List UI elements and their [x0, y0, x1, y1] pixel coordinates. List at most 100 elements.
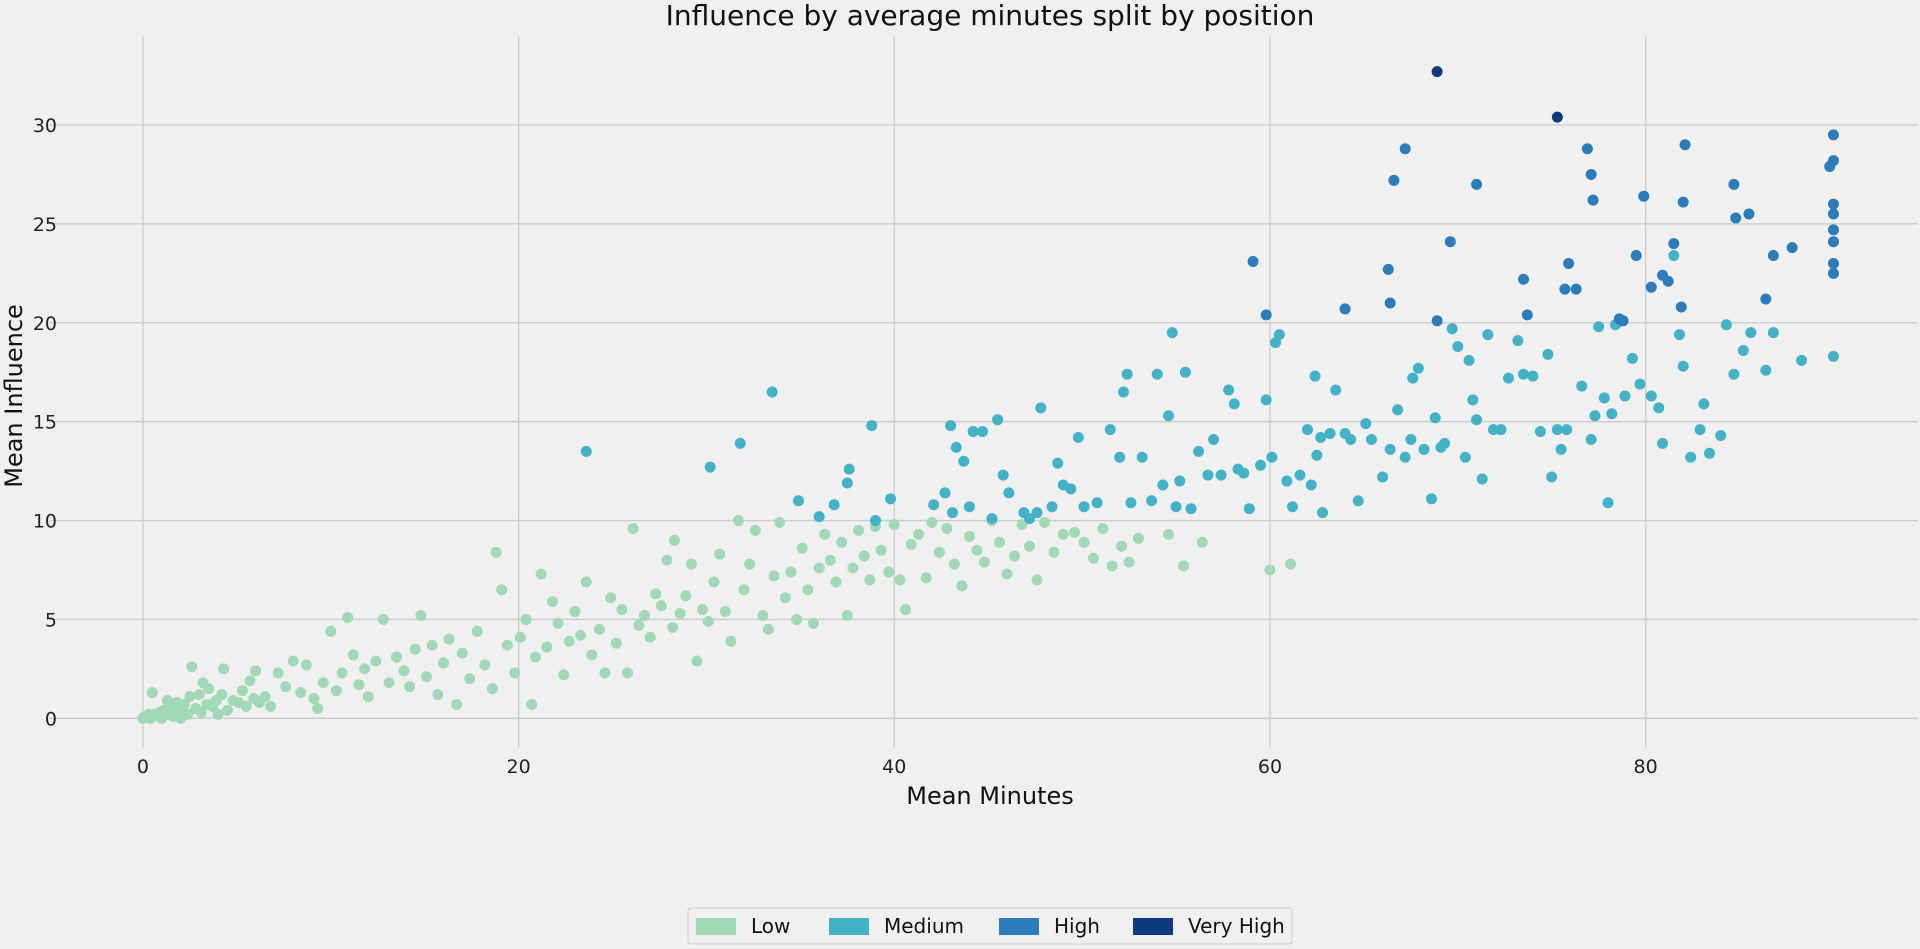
data-point	[813, 511, 825, 523]
data-point	[1266, 451, 1278, 463]
data-point	[1024, 513, 1036, 525]
data-point	[1602, 497, 1614, 509]
data-point	[1345, 433, 1357, 445]
data-point	[312, 702, 324, 714]
data-point	[1827, 267, 1839, 279]
y-tick-label: 15	[33, 412, 57, 434]
data-point	[1471, 414, 1483, 426]
data-point	[993, 536, 1005, 548]
data-point	[1166, 327, 1178, 339]
data-point	[1223, 384, 1235, 396]
data-point	[650, 588, 662, 600]
data-point	[370, 655, 382, 667]
data-point	[1352, 495, 1364, 507]
data-point	[1561, 424, 1573, 436]
data-point	[986, 513, 998, 525]
data-point	[1260, 394, 1272, 406]
chart-title: Influence by average minutes split by po…	[666, 0, 1315, 32]
data-point	[939, 487, 951, 499]
data-point	[1324, 428, 1336, 440]
data-point	[272, 667, 284, 679]
data-point	[1657, 437, 1669, 449]
data-point	[1136, 451, 1148, 463]
data-point	[300, 659, 312, 671]
data-point	[796, 542, 808, 554]
data-point	[1016, 519, 1028, 531]
data-point	[1467, 394, 1479, 406]
data-point	[193, 689, 205, 701]
data-point	[443, 633, 455, 645]
data-point	[1745, 327, 1757, 339]
x-tick-label: 80	[1634, 756, 1658, 778]
data-point	[1487, 424, 1499, 436]
data-point	[1559, 283, 1571, 295]
data-point	[1163, 410, 1175, 422]
axis-ticks: 0 20 40 60 80 0 5 10 15 20 25 30	[33, 115, 1658, 778]
data-point	[1046, 501, 1058, 513]
data-point	[1174, 475, 1186, 487]
data-point	[866, 420, 878, 432]
data-point	[858, 550, 870, 562]
data-point	[1286, 501, 1298, 513]
data-point	[1418, 443, 1430, 455]
data-point	[1001, 568, 1013, 580]
legend-swatch	[1133, 918, 1173, 935]
data-point	[295, 687, 307, 699]
data-point	[708, 576, 720, 588]
data-point	[1052, 457, 1064, 469]
data-point	[1743, 208, 1755, 220]
data-point	[1057, 528, 1069, 540]
data-point	[1737, 344, 1749, 356]
data-point	[526, 698, 538, 710]
data-point	[610, 637, 622, 649]
data-point	[464, 673, 476, 685]
data-point	[978, 556, 990, 568]
data-point	[1581, 143, 1593, 155]
data-point	[1630, 250, 1642, 262]
data-point	[843, 463, 855, 475]
data-point	[1384, 297, 1396, 309]
data-point	[409, 643, 421, 655]
data-point	[287, 655, 299, 667]
data-point	[661, 554, 673, 566]
data-point	[353, 679, 365, 691]
data-point	[888, 519, 900, 531]
data-point	[1619, 390, 1631, 402]
data-point	[541, 641, 553, 653]
data-point	[1429, 412, 1441, 424]
data-point	[702, 615, 714, 627]
data-points	[137, 66, 1839, 724]
data-point	[1157, 479, 1169, 491]
data-point	[1587, 194, 1599, 206]
data-point	[1024, 540, 1036, 552]
data-point	[451, 698, 463, 710]
series-medium	[580, 250, 1839, 527]
data-point	[1576, 380, 1588, 392]
data-point	[1311, 449, 1323, 461]
data-point	[853, 524, 865, 536]
data-point	[875, 544, 887, 556]
data-point	[1698, 398, 1710, 410]
data-point	[391, 651, 403, 663]
legend-label: Very High	[1188, 914, 1285, 938]
data-point	[1384, 443, 1396, 455]
data-point	[1452, 341, 1464, 353]
data-point	[791, 613, 803, 625]
data-point	[1305, 479, 1317, 491]
data-point	[792, 495, 804, 507]
data-point	[265, 700, 277, 712]
data-point	[1827, 155, 1839, 167]
x-tick-label: 40	[882, 756, 906, 778]
data-point	[1202, 469, 1214, 481]
data-point	[813, 562, 825, 574]
data-point	[1031, 574, 1043, 586]
data-point	[1760, 364, 1772, 376]
data-point	[1444, 236, 1456, 248]
data-point	[221, 704, 233, 716]
data-point	[1315, 431, 1327, 443]
data-point	[280, 681, 292, 693]
data-point	[218, 663, 230, 675]
data-point	[967, 426, 979, 438]
data-point	[655, 600, 667, 612]
